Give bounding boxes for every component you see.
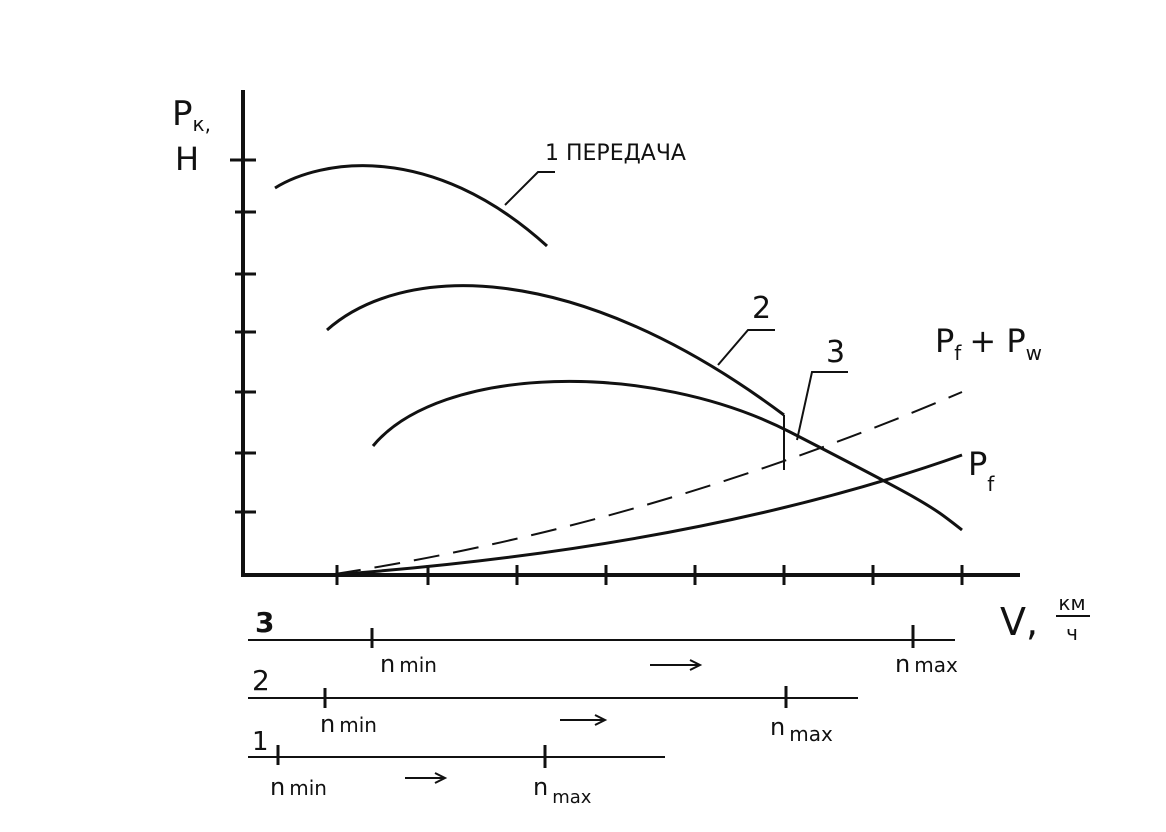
n: n	[320, 710, 335, 738]
sub: min	[339, 713, 377, 737]
pf-s: f	[987, 472, 995, 496]
range-1	[248, 745, 665, 784]
pf-pw-s1: f	[954, 341, 962, 365]
range-gear: 1	[252, 727, 269, 757]
n: n	[895, 650, 910, 678]
sub: max	[552, 787, 592, 808]
gear1-label: 1 ПЕРЕДАЧА	[545, 141, 686, 166]
leader-2	[717, 329, 775, 366]
n: n	[380, 650, 395, 678]
gear1-curve	[274, 164, 549, 248]
x-unit-den: ч	[1066, 621, 1078, 645]
axes	[241, 90, 1020, 577]
sub: max	[914, 653, 958, 677]
sub: min	[289, 776, 327, 800]
pf-pw-curve	[334, 391, 963, 575]
pf-curve	[329, 453, 963, 577]
pf-pw-label: Pf + Pw	[935, 322, 1042, 365]
range-max: n max	[895, 650, 958, 678]
range-gear: 3	[255, 606, 274, 639]
range-min: n min	[320, 710, 377, 738]
x-unit-num: км	[1058, 591, 1085, 615]
pf-label: Pf	[968, 445, 995, 496]
pf-p: P	[968, 445, 987, 483]
sub: min	[399, 653, 437, 677]
pf-pw-p1: P	[935, 322, 954, 360]
range-max: n max	[533, 773, 592, 808]
gear3-curve	[371, 379, 963, 532]
gear2-curve	[326, 284, 785, 417]
n: n	[533, 773, 548, 801]
y-label-main: P	[172, 94, 193, 134]
range-gear: 2	[252, 664, 270, 697]
y-label: Pк,	[172, 94, 211, 136]
leader-3	[796, 371, 848, 441]
range-max: n max	[770, 713, 833, 746]
y-label-sub: к,	[193, 112, 211, 136]
range-min: n min	[380, 650, 437, 678]
gear3-label: 3	[826, 335, 845, 370]
pf-pw-plus: + P	[969, 322, 1025, 360]
y-ticks	[230, 158, 256, 514]
x-label: V,	[1000, 600, 1038, 644]
leader-1	[504, 171, 555, 206]
range-min: n min	[270, 773, 327, 801]
pf-pw-s2: w	[1026, 341, 1042, 365]
n: n	[270, 773, 285, 801]
range-3	[248, 625, 955, 671]
y-unit: Н	[175, 140, 199, 178]
gear2-label: 2	[752, 291, 771, 326]
range-2	[248, 686, 858, 726]
sub: max	[789, 722, 833, 746]
n: n	[770, 713, 785, 741]
